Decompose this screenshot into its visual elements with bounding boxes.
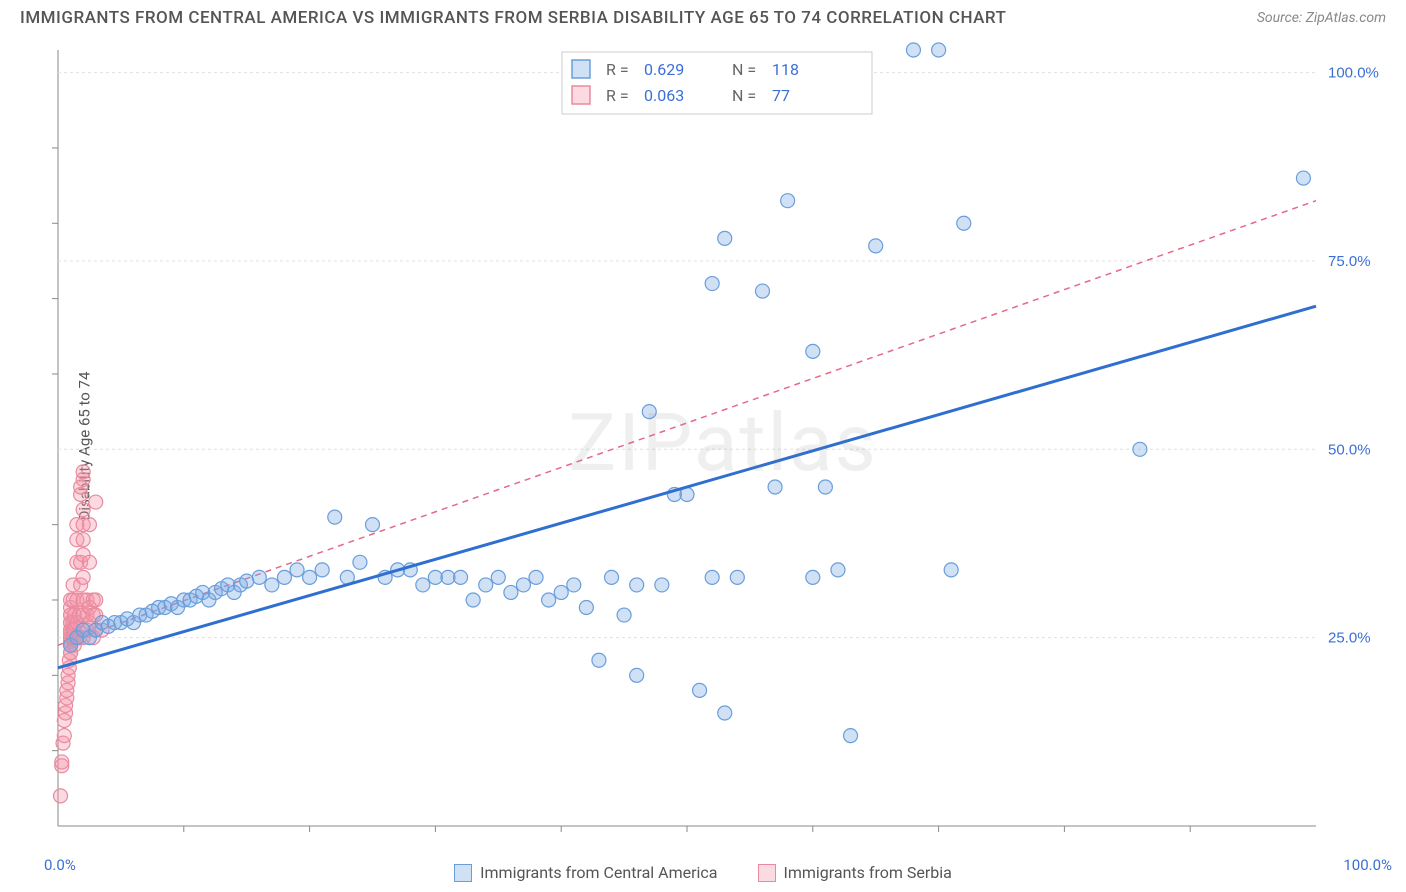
- svg-text:N =: N =: [732, 86, 756, 105]
- svg-text:25.0%: 25.0%: [1328, 630, 1371, 647]
- chart-area: 25.0% 50.0% 75.0% 100.0% R = 0.629 N = 118 R = 0.…: [50, 42, 1396, 844]
- bottom-legend: Immigrants from Central America Immigran…: [0, 863, 1406, 882]
- chart-title: IMMIGRANTS FROM CENTRAL AMERICA VS IMMIG…: [20, 8, 1006, 28]
- legend-label: Immigrants from Central America: [480, 863, 717, 882]
- svg-text:75.0%: 75.0%: [1328, 253, 1371, 270]
- legend-swatch-icon: [454, 864, 472, 882]
- x-axis-max-label: 100.0%: [1343, 856, 1392, 874]
- svg-text:0.629: 0.629: [644, 60, 684, 79]
- svg-text:R =: R =: [606, 60, 629, 79]
- x-axis-min-label: 0.0%: [44, 856, 76, 874]
- svg-text:R =: R =: [606, 86, 629, 105]
- svg-text:0.063: 0.063: [644, 86, 684, 105]
- svg-text:50.0%: 50.0%: [1328, 441, 1371, 458]
- source-attribution: Source: ZipAtlas.com: [1257, 10, 1386, 26]
- svg-text:118: 118: [772, 60, 799, 79]
- svg-text:100.0%: 100.0%: [1328, 65, 1379, 82]
- legend-item-central-america: Immigrants from Central America: [454, 863, 717, 882]
- legend-label: Immigrants from Serbia: [784, 863, 952, 882]
- svg-text:N =: N =: [732, 60, 756, 79]
- legend-item-serbia: Immigrants from Serbia: [758, 863, 952, 882]
- legend-swatch-icon: [758, 864, 776, 882]
- svg-text:77: 77: [772, 86, 790, 105]
